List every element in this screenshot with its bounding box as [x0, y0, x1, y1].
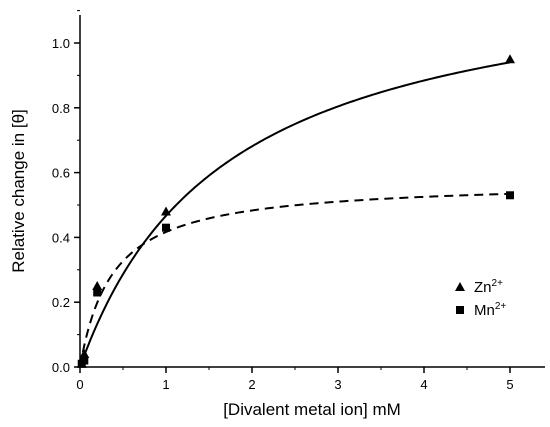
x-tick-label: 5 [506, 377, 513, 392]
point-triangle [79, 349, 90, 359]
legend-label-mn: Mn2+ [474, 301, 506, 319]
point-triangle [161, 206, 171, 216]
fit-curves [79, 61, 511, 368]
ticks: 0 1 2 3 4 5 0.0 0.2 0.4 0.6 0.8 1.0 [52, 10, 514, 392]
y-tick-label: 0.2 [52, 295, 70, 310]
point-square [93, 288, 102, 297]
point-triangle [505, 54, 515, 64]
fit-curve-0 [79, 61, 511, 368]
x-axis-title: [Divalent metal ion] mM [223, 400, 401, 419]
point-triangle [92, 281, 103, 290]
y-tick-label: 0.6 [52, 166, 70, 181]
legend-label-zn: Zn2+ [474, 278, 503, 296]
point-square [162, 223, 170, 232]
x-tick-label: 4 [420, 377, 427, 392]
x-tick-label: 0 [76, 377, 83, 392]
y-tick-label: 0.8 [52, 101, 70, 116]
x-tick-label: 3 [334, 377, 341, 392]
legend: Zn2+ Mn2+ [455, 278, 506, 319]
y-axis-title: Relative change in [θ] [9, 109, 28, 273]
legend-item-zn: Zn2+ [455, 278, 503, 296]
legend-square-marker [456, 306, 464, 314]
y-tick-label: 0.0 [52, 360, 70, 375]
y-tick-label: 0.4 [52, 230, 70, 245]
y-tick-label: 1.0 [52, 36, 70, 51]
point-square [506, 191, 514, 200]
x-tick-label: 1 [162, 377, 169, 392]
fit-curve-1 [79, 192, 511, 368]
point-square [80, 356, 89, 365]
legend-item-mn: Mn2+ [456, 301, 506, 319]
data-markers [76, 54, 515, 368]
x-tick-label: 2 [248, 377, 255, 392]
legend-triangle-marker [455, 282, 465, 291]
